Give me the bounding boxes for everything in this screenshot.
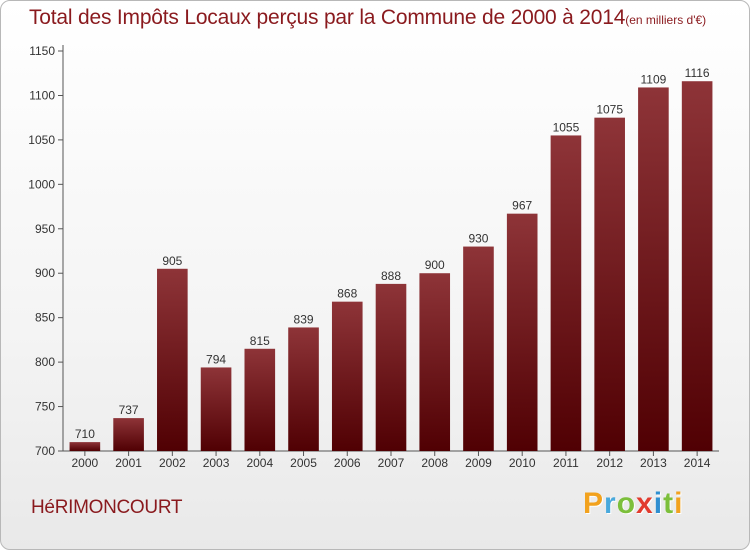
x-tick-label-2013: 2013 [640, 456, 667, 470]
x-tick-label-2005: 2005 [290, 456, 317, 470]
bar-2012 [594, 117, 625, 452]
value-label-2005: 839 [294, 312, 314, 326]
chart-title-unit: (en milliers d'€) [625, 13, 707, 27]
bar-2010 [506, 213, 538, 451]
bar-2000 [69, 442, 101, 451]
y-tick-label: 850 [35, 311, 55, 325]
bar-2014 [681, 81, 713, 451]
y-tick-label: 1000 [28, 177, 55, 191]
value-label-2009: 930 [468, 232, 488, 246]
x-tick-label-2004: 2004 [246, 456, 273, 470]
bar-2002 [157, 268, 188, 451]
y-tick-label: 750 [35, 400, 55, 414]
bar-2005 [288, 327, 319, 451]
bar-2009 [463, 246, 494, 451]
value-label-2010: 967 [512, 199, 532, 213]
x-tick-label-2012: 2012 [596, 456, 623, 470]
value-label-2008: 900 [425, 258, 445, 272]
x-tick-label-2003: 2003 [203, 456, 230, 470]
proxiti-logo: Proxiti [583, 487, 683, 521]
logo-letter: r [604, 487, 617, 520]
y-axis: 700 750 800 850 900 950 1000 1050 1100 1150 [28, 44, 64, 458]
y-tick-label: 700 [35, 444, 55, 458]
logo-letter: i [674, 487, 684, 520]
bar-2001 [113, 418, 144, 451]
logo-letter: i [653, 487, 664, 520]
logo-letter: x [636, 487, 654, 520]
value-label-2014: 1116 [685, 66, 710, 80]
bar-2003 [200, 367, 232, 451]
logo-letter: t [663, 487, 675, 520]
value-label-2012: 1075 [596, 103, 623, 117]
logo-letter: P [583, 487, 605, 520]
value-label-2013: 1109 [640, 72, 666, 86]
chart-title-text: Total des Impôts Locaux perçus par la Co… [29, 6, 626, 29]
commune-name: HéRIMONCOURT [31, 497, 183, 518]
value-labels: 710 737 905 794 815 839 868 888 900 930 967 1055 107… [75, 66, 710, 441]
value-label-2004: 815 [250, 334, 270, 348]
x-tick-label-2009: 2009 [465, 456, 492, 470]
bar-2011 [550, 135, 582, 451]
bars [69, 81, 713, 452]
chart-title: Total des Impôts Locaux perçus par la Co… [29, 6, 706, 30]
x-tick-label-2000: 2000 [72, 456, 99, 470]
y-tick-label: 1150 [29, 44, 55, 58]
y-tick-label: 800 [35, 355, 55, 369]
y-tick-label: 1100 [29, 88, 55, 102]
x-tick-label-2001: 2001 [115, 456, 142, 470]
bar-2007 [375, 283, 407, 451]
bar-2013 [638, 87, 669, 451]
bar-2004 [244, 348, 276, 451]
x-tick-label-2008: 2008 [421, 456, 448, 470]
y-tick-label: 900 [35, 266, 55, 280]
bar-2006 [331, 301, 363, 451]
value-label-2011: 1055 [553, 120, 580, 134]
x-tick-label-2002: 2002 [159, 456, 186, 470]
value-label-2006: 868 [337, 287, 357, 301]
value-label-2002: 905 [162, 254, 182, 268]
value-label-2007: 888 [381, 269, 401, 283]
x-tick-label-2014: 2014 [684, 456, 711, 470]
value-label-2000: 710 [75, 427, 95, 441]
x-tick-label-2011: 2011 [553, 456, 579, 470]
x-tick-label-2010: 2010 [509, 456, 536, 470]
y-tick-label: 1050 [28, 133, 55, 147]
value-label-2001: 737 [119, 403, 139, 417]
bar-2008 [419, 273, 451, 451]
logo-letter: o [616, 487, 637, 520]
x-tick-label-2006: 2006 [334, 456, 361, 470]
x-tick-label-2007: 2007 [378, 456, 405, 470]
x-axis: 2000 2001 2002 2003 2004 2005 2006 2007 2008 2009… [63, 450, 719, 470]
value-label-2003: 794 [206, 352, 226, 366]
y-tick-label: 950 [35, 222, 55, 236]
